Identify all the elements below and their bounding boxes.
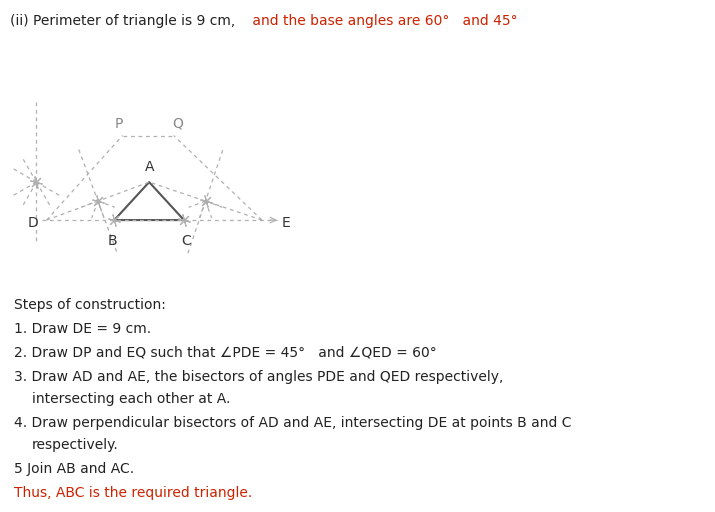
Text: and the base angles are 60°   and 45°: and the base angles are 60° and 45°	[248, 14, 518, 28]
Text: E: E	[282, 216, 291, 230]
Text: Q: Q	[172, 117, 183, 131]
Text: Thus, ABC is the required triangle.: Thus, ABC is the required triangle.	[14, 486, 252, 500]
Text: intersecting each other at A.: intersecting each other at A.	[32, 392, 230, 406]
Text: B: B	[107, 234, 117, 248]
Text: 3. Draw AD and AE, the bisectors of angles PDE and QED respectively,: 3. Draw AD and AE, the bisectors of angl…	[14, 370, 503, 384]
Text: P: P	[114, 117, 123, 131]
Text: 1. Draw DE = 9 cm.: 1. Draw DE = 9 cm.	[14, 322, 151, 336]
Text: respectively.: respectively.	[32, 438, 119, 452]
Text: 4. Draw perpendicular bisectors of AD and AE, intersecting DE at points B and C: 4. Draw perpendicular bisectors of AD an…	[14, 416, 571, 430]
Text: Steps of construction:: Steps of construction:	[14, 298, 166, 312]
Text: (ii) Perimeter of triangle is 9 cm,: (ii) Perimeter of triangle is 9 cm,	[10, 14, 235, 28]
Text: 2. Draw DP and EQ such that ∠PDE = 45°   and ∠QED = 60°: 2. Draw DP and EQ such that ∠PDE = 45° a…	[14, 346, 437, 360]
Text: C: C	[181, 234, 191, 248]
Text: D: D	[28, 216, 39, 230]
Text: 5 Join AB and AC.: 5 Join AB and AC.	[14, 462, 134, 476]
Text: A: A	[144, 160, 154, 174]
